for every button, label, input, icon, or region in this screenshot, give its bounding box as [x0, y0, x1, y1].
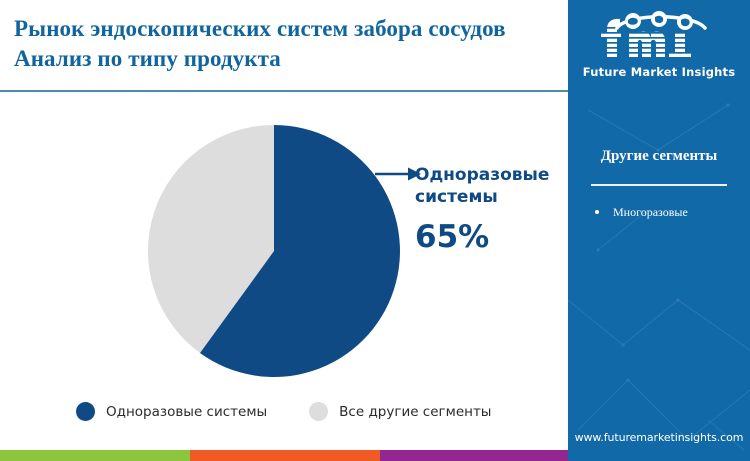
pie-slice-other — [147, 125, 274, 353]
pie-chart — [147, 125, 400, 377]
sidebar-divider — [591, 184, 727, 186]
chart-legend: Одноразовые системы Все другие сегменты — [76, 402, 491, 421]
footer-segment-purple — [380, 450, 568, 461]
segment-label: Многоразовые — [613, 205, 688, 219]
footer-segment-orange — [190, 450, 380, 461]
header-divider — [0, 90, 568, 92]
legend-item-disposable: Одноразовые системы — [76, 402, 267, 421]
legend-label: Все другие сегменты — [339, 403, 492, 420]
bullet-icon — [595, 210, 599, 214]
legend-swatch-icon — [76, 402, 95, 421]
callout-value: 65% — [415, 219, 490, 255]
callout-arrow-icon — [375, 167, 421, 181]
other-segments-title: Другие сегменты — [600, 148, 718, 164]
legend-swatch-icon — [309, 402, 329, 421]
other-segments-list: Многоразовые — [591, 203, 739, 226]
fmi-logo: Future Market Insights — [568, 4, 750, 86]
logo-tagline: Future Market Insights — [582, 65, 736, 79]
list-item: Многоразовые — [591, 203, 739, 221]
callout-label: Одноразовые системы — [415, 165, 550, 207]
fmi-logo-mark — [601, 11, 707, 57]
pie-chart-area: Одноразовые системы 65% — [0, 96, 568, 396]
website-url[interactable]: www.futuremarketinsights.com — [574, 431, 744, 444]
footer-color-bar — [0, 450, 750, 461]
page-title: Рынок эндоскопических систем забора сосу… — [14, 16, 506, 71]
pie-callout: Одноразовые системы 65% — [415, 164, 565, 254]
footer-segment-blue — [568, 450, 750, 461]
legend-item-other: Все другие сегменты — [309, 402, 491, 421]
legend-label: Одноразовые системы — [106, 403, 268, 420]
footer-segment-green — [0, 450, 190, 461]
pie-slice-disposable — [200, 125, 400, 377]
